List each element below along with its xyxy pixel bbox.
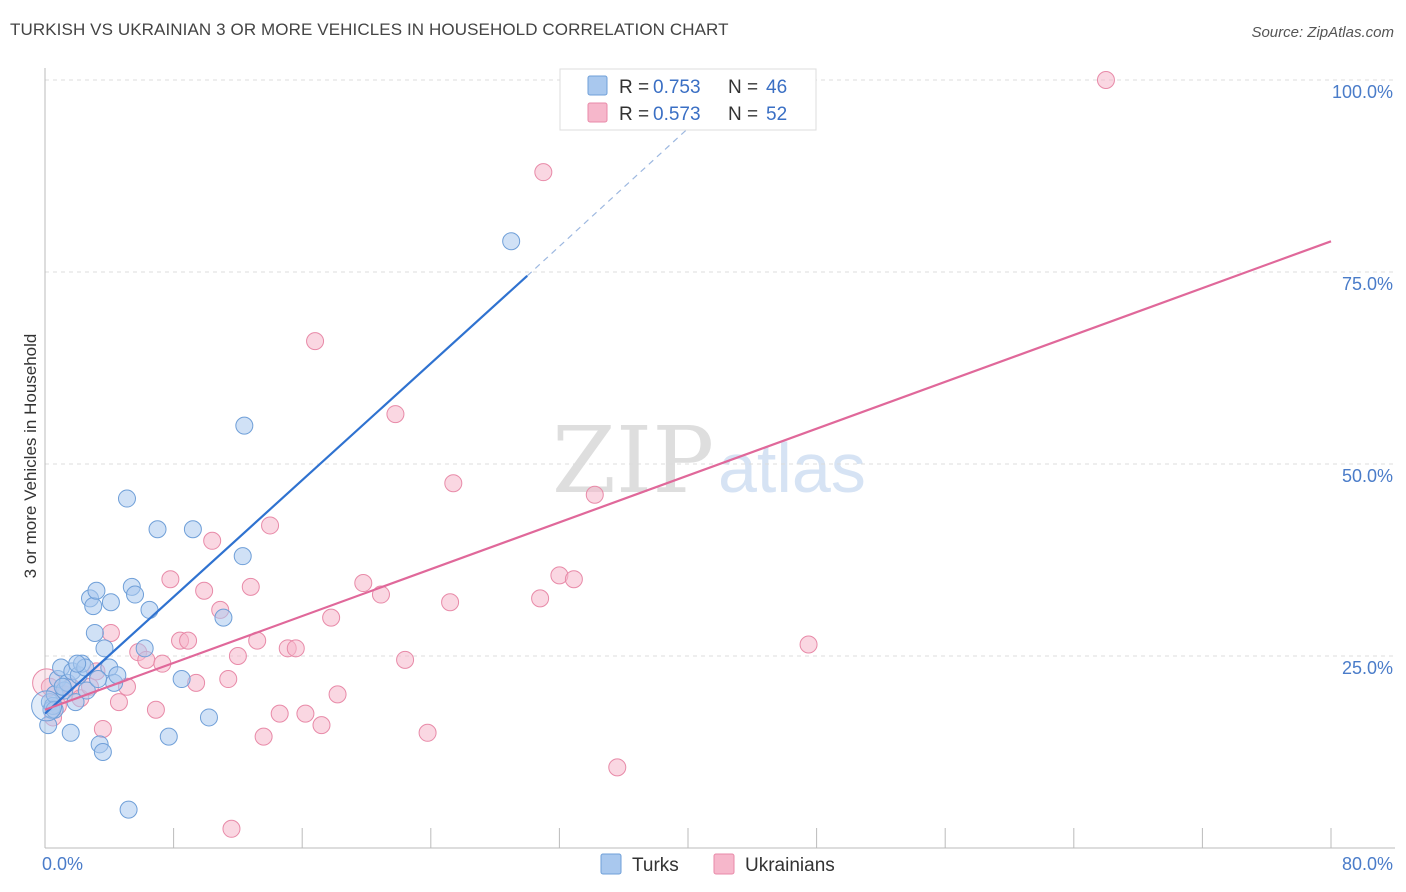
turks-point	[135, 639, 154, 658]
turks-point	[235, 416, 254, 435]
ukrainians-point	[101, 623, 120, 642]
ukrainians-point	[1096, 71, 1115, 89]
ukrainians-point	[161, 570, 180, 589]
ukrainians-point	[396, 650, 415, 669]
ukrainians-point	[93, 719, 112, 738]
legend-n-label-ukrainians: N =	[728, 104, 758, 125]
turks-point	[68, 654, 87, 673]
y-tick-label-100: 100.0%	[1332, 82, 1393, 102]
legend-r-label-ukrainians: R =	[619, 104, 649, 125]
turks-point	[140, 600, 159, 619]
ukrainians-point	[270, 704, 289, 723]
bottom-legend: Turks Ukrainians	[600, 853, 835, 876]
turks-trend-line	[44, 275, 528, 715]
ukrainians-point	[286, 639, 305, 658]
turks-point	[126, 585, 145, 604]
turks-trend-extension	[526, 91, 729, 277]
legend-n-value-ukrainians: 52	[766, 104, 787, 125]
ukrainians-point	[219, 670, 238, 689]
bottom-legend-label-ukrainians: Ukrainians	[745, 855, 835, 876]
ukrainians-point	[203, 531, 222, 550]
gridlines	[45, 79, 1395, 657]
turks-point	[172, 670, 191, 689]
legend-r-value-ukrainians: 0.573	[653, 104, 701, 125]
turks-point	[93, 743, 112, 761]
ukrainians-point	[254, 727, 273, 746]
ukrainians-point	[531, 589, 550, 608]
ukrainians-point	[322, 608, 341, 627]
bottom-legend-swatch-ukrainians	[713, 853, 735, 875]
ukrainians-point	[312, 716, 331, 735]
ukrainians-point	[608, 758, 627, 777]
ukrainians-point	[371, 585, 390, 604]
turks-point	[61, 723, 80, 742]
watermark-atlas: atlas	[718, 429, 866, 507]
ukrainians-point	[109, 693, 128, 712]
ukrainians-point	[585, 485, 604, 504]
ukrainians-point	[328, 685, 347, 704]
x-tick-label-min: 0.0%	[42, 854, 83, 874]
turks-point	[53, 677, 72, 696]
ukrainians-point	[534, 163, 553, 182]
bottom-legend-swatch-turks	[600, 853, 622, 875]
ukrainians-point	[799, 635, 818, 654]
x-axis-ticks	[173, 828, 1332, 848]
ukrainians-point	[386, 405, 405, 424]
turks-point	[117, 489, 136, 508]
y-axis-label: 3 or more Vehicles in Household	[21, 334, 40, 579]
turks-point	[183, 520, 202, 539]
ukrainians-point	[564, 570, 583, 589]
legend-n-label-turks: N =	[728, 77, 758, 98]
turks-point	[148, 520, 167, 539]
legend-box: R = 0.753 N = 46 R = 0.573 N = 52	[559, 68, 817, 131]
ukrainians-point	[418, 723, 437, 742]
watermark-zip: ZIP	[552, 407, 714, 514]
turks-point	[159, 727, 178, 746]
trend-lines	[44, 91, 1332, 715]
turks-points	[31, 232, 521, 819]
chart-title: TURKISH VS UKRAINIAN 3 OR MORE VEHICLES …	[10, 20, 729, 39]
legend-swatch-turks	[587, 75, 608, 96]
source-label: Source: ZipAtlas.com	[1251, 24, 1394, 41]
y-tick-label-75: 75.0%	[1342, 274, 1393, 294]
legend-swatch-ukrainians	[587, 102, 608, 123]
ukrainians-point	[179, 631, 198, 650]
turks-point	[84, 597, 103, 616]
ukrainians-point	[241, 577, 260, 596]
turks-point	[233, 547, 252, 566]
turks-point	[502, 232, 521, 251]
ukrainians-point	[306, 332, 325, 351]
y-tick-label-50: 50.0%	[1342, 466, 1393, 486]
ukrainians-point	[228, 647, 247, 665]
ukrainians-point	[296, 704, 315, 723]
legend-n-value-turks: 46	[766, 77, 787, 98]
ukrainians-point	[354, 574, 373, 593]
legend-r-value-turks: 0.753	[653, 77, 701, 98]
x-tick-label-max: 80.0%	[1342, 854, 1393, 874]
turks-point	[95, 639, 114, 658]
ukrainians-point	[222, 819, 241, 838]
y-tick-label-25: 25.0%	[1342, 658, 1393, 678]
turks-point	[85, 623, 104, 642]
ukrainians-point	[441, 593, 460, 612]
turks-point	[119, 800, 138, 819]
turks-point-large	[31, 690, 63, 722]
turks-point	[89, 670, 108, 689]
ukrainians-point	[146, 700, 165, 719]
turks-point	[87, 581, 106, 600]
ukrainians-point	[444, 474, 463, 493]
turks-point	[101, 593, 120, 612]
ukrainians-point	[195, 581, 214, 600]
ukrainians-point	[261, 516, 280, 535]
legend-r-label-turks: R =	[619, 77, 649, 98]
turks-point	[199, 708, 218, 727]
ukrainians-trend-line	[44, 240, 1332, 711]
turks-point	[214, 608, 233, 627]
bottom-legend-label-turks: Turks	[632, 855, 679, 876]
